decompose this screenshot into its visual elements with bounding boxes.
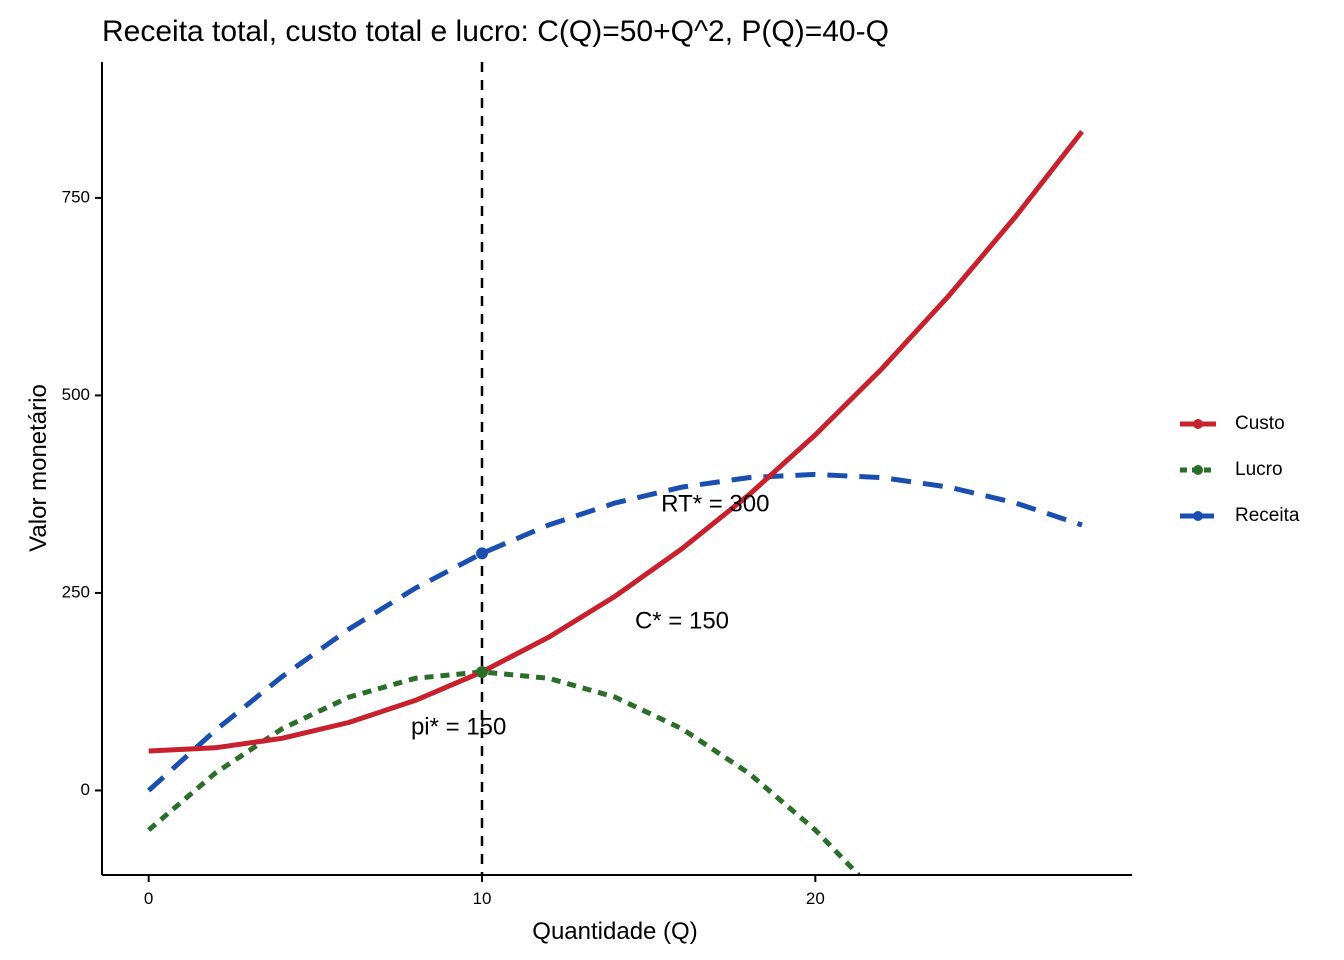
x-axis-title: Quantidade (Q) [532,918,697,945]
x-tick-label: 0 [144,889,153,908]
plot-area: RT* = 300 C* = 150 pi* = 150 [147,62,1084,875]
legend: Custo Lucro Receita [1180,413,1300,526]
annotation-0: RT* = 300 [661,491,769,518]
y-tick-label: 0 [81,780,90,799]
annotation-2: pi* = 150 [411,713,506,740]
legend-label: Custo [1235,413,1285,434]
legend-item-lucro: Lucro [1180,459,1283,480]
series-custo-line [148,129,1084,754]
y-axis: 0 250 500 750 [62,62,103,875]
y-tick-label: 500 [62,385,90,404]
x-axis: 0 10 20 [102,874,1132,908]
chart-title: Receita total, custo total e lucro: C(Q)… [102,15,889,48]
y-axis-title: Valor monetário [25,384,52,552]
legend-item-receita: Receita [1180,505,1300,526]
series-receita-line [147,471,1083,793]
optimum-point-receita [476,547,488,560]
legend-key-dot [1193,419,1203,429]
annotation-1: C* = 150 [635,608,729,635]
series-lucro-line [147,669,861,875]
legend-key-dot [1193,465,1203,475]
x-tick-label: 10 [473,889,492,908]
x-tick-label: 20 [806,889,825,908]
y-tick-label: 250 [62,582,90,601]
y-tick-label: 750 [62,187,90,206]
legend-label: Lucro [1235,459,1283,480]
legend-label: Receita [1235,505,1300,526]
legend-key-dot [1193,511,1203,521]
optimum-point-lucro [476,665,488,678]
legend-item-custo: Custo [1180,413,1285,434]
